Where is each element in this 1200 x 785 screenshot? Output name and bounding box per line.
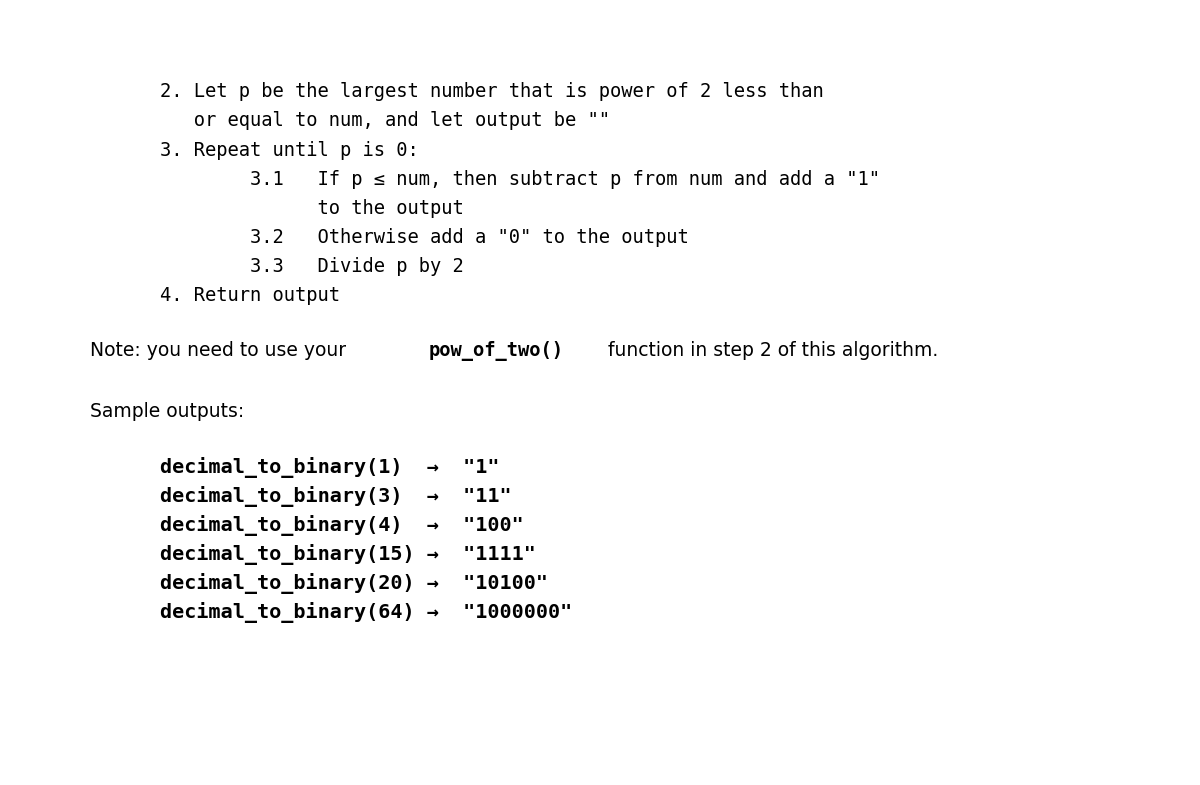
Text: 3.1   If p ≤ num, then subtract p from num and add a "1": 3.1 If p ≤ num, then subtract p from num…	[160, 170, 880, 188]
Text: or equal to num, and let output be "": or equal to num, and let output be ""	[160, 111, 610, 130]
Text: 4. Return output: 4. Return output	[160, 286, 340, 305]
Text: pow_of_two(): pow_of_two()	[428, 341, 563, 361]
Text: Sample outputs:: Sample outputs:	[90, 402, 245, 421]
Text: 3.3   Divide p by 2: 3.3 Divide p by 2	[160, 257, 463, 276]
Text: decimal_to_binary(4)  →  "100": decimal_to_binary(4) → "100"	[160, 515, 523, 536]
Text: decimal_to_binary(20) →  "10100": decimal_to_binary(20) → "10100"	[160, 573, 547, 594]
Text: Note: you need to use your: Note: you need to use your	[90, 341, 352, 360]
Text: 2. Let p be the largest number that is power of 2 less than: 2. Let p be the largest number that is p…	[160, 82, 823, 101]
Text: decimal_to_binary(15) →  "1111": decimal_to_binary(15) → "1111"	[160, 544, 535, 565]
Text: decimal_to_binary(64) →  "1000000": decimal_to_binary(64) → "1000000"	[160, 602, 572, 623]
Text: to the output: to the output	[160, 199, 463, 217]
Text: 3.2   Otherwise add a "0" to the output: 3.2 Otherwise add a "0" to the output	[160, 228, 689, 246]
Text: decimal_to_binary(3)  →  "11": decimal_to_binary(3) → "11"	[160, 486, 511, 507]
Text: function in step 2 of this algorithm.: function in step 2 of this algorithm.	[602, 341, 938, 360]
Text: 3. Repeat until p is 0:: 3. Repeat until p is 0:	[160, 141, 419, 159]
Text: decimal_to_binary(1)  →  "1": decimal_to_binary(1) → "1"	[160, 457, 499, 478]
